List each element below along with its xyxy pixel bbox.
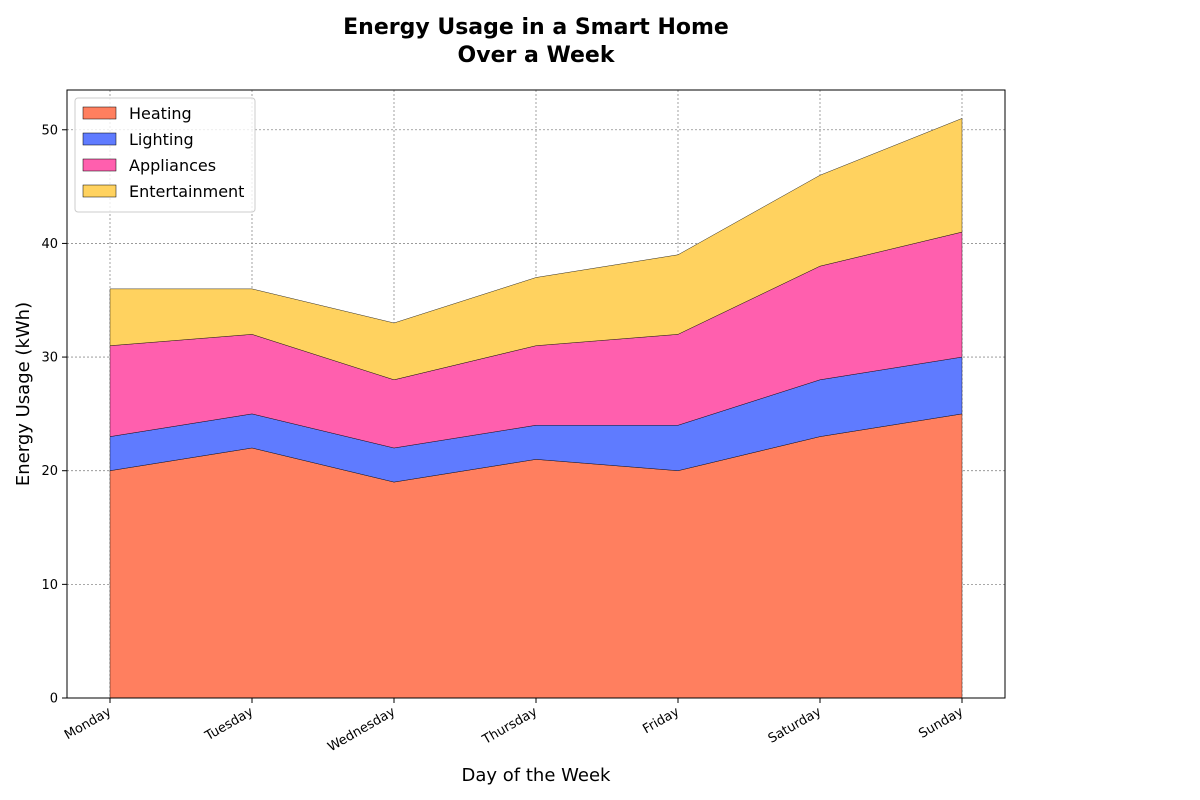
- legend-label-lighting: Lighting: [129, 130, 194, 149]
- y-axis-label: Energy Usage (kWh): [13, 302, 34, 486]
- x-tick-label-wednesday: Wednesday: [325, 704, 398, 755]
- y-tick-label-20: 20: [41, 464, 58, 479]
- legend-swatch-appliances: [82, 158, 117, 172]
- legend-swatch-heating: [82, 106, 117, 120]
- x-tick-label-saturday: Saturday: [766, 704, 824, 746]
- chart-title-line-1: Energy Usage in a Smart Home: [343, 15, 729, 40]
- legend-label-entertainment: Entertainment: [129, 182, 244, 201]
- legend: Heating Lighting Appliances Entertainment: [74, 97, 256, 213]
- y-tick-label-30: 30: [41, 351, 58, 366]
- y-tick-label-10: 10: [41, 578, 58, 593]
- x-tick-label-monday: Monday: [62, 704, 114, 743]
- legend-swatch-lighting: [82, 132, 117, 146]
- legend-box: [74, 97, 256, 213]
- x-tick-label-thursday: Thursday: [479, 704, 540, 748]
- y-tick-label-0: 0: [50, 692, 58, 707]
- x-tick-label-friday: Friday: [640, 704, 682, 737]
- x-axis-label: Day of the Week: [462, 765, 611, 786]
- legend-label-appliances: Appliances: [129, 156, 216, 175]
- legend-swatch-entertainment: [82, 184, 117, 198]
- y-tick-label-50: 50: [41, 123, 58, 138]
- area-entertainment: [109, 118, 963, 381]
- x-tick-label-tuesday: Tuesday: [202, 704, 256, 744]
- area-layer: [109, 118, 963, 699]
- chart-title-line-2: Over a Week: [458, 43, 616, 68]
- legend-label-heating: Heating: [129, 104, 192, 123]
- x-tick-label-sunday: Sunday: [916, 704, 966, 741]
- y-tick-label-40: 40: [41, 237, 58, 252]
